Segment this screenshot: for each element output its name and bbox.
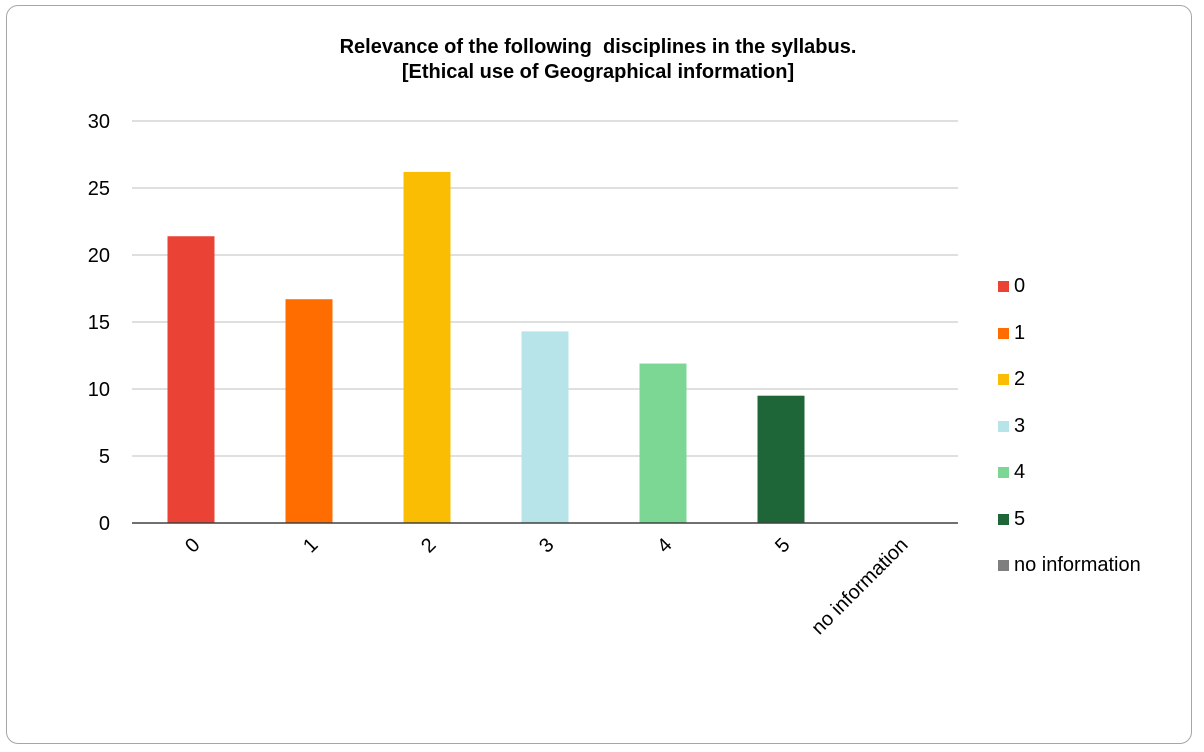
legend-swatch [998,281,1009,292]
bar-3 [521,331,569,523]
legend-item: 1 [998,322,1198,345]
y-tick-label: 10 [88,379,110,401]
y-tick-label: 25 [88,178,110,200]
bars [167,171,805,524]
legend-swatch [998,513,1009,525]
x-tick-label: 5 [771,534,794,557]
chart-title: Relevance of the following disciplines i… [120,35,1076,85]
legend-item: 5 [998,508,1198,531]
legend-item: 3 [998,415,1198,438]
legend-item: 2 [998,368,1198,391]
legend-label: 3 [1014,414,1026,437]
chart-title-line-2: [Ethical use of Geographical information… [401,61,795,83]
legend-item: no information [998,554,1198,577]
y-tick-label: 5 [99,446,110,468]
legend-item: 4 [998,461,1198,484]
legend-label: no information [1014,554,1141,576]
y-axis-tick-labels: 0 5 10 15 20 25 30 [88,111,110,535]
bar-2 [403,171,451,524]
legend-label: 4 [1014,461,1026,483]
legend-label: 5 [1014,507,1026,530]
bar-4 [639,363,687,523]
x-tick-label: 2 [417,534,440,557]
legend-swatch [998,560,1009,571]
legend-label: 1 [1014,321,1026,344]
x-tick-label: 1 [299,534,322,557]
chart-title-line-1: Relevance of the following disciplines i… [339,36,857,58]
bar-1 [285,299,333,523]
y-tick-label: 0 [99,513,110,535]
y-tick-label: 15 [88,312,110,334]
legend-label: 0 [1014,275,1026,297]
legend-swatch [998,374,1009,385]
y-tick-label: 30 [88,111,110,133]
legend: 0 1 2 3 4 5 no information [998,275,1198,601]
legend-swatch [998,467,1009,478]
legend-swatch [998,420,1009,432]
x-tick-label: 4 [653,534,676,557]
x-tick-label: 3 [535,534,558,557]
legend-label: 2 [1014,368,1026,390]
legend-swatch [998,327,1009,339]
bar-0 [167,236,215,524]
y-tick-label: 20 [88,245,110,267]
legend-item: 0 [998,275,1198,298]
bar-5 [757,395,805,523]
x-tick-label: 0 [181,534,204,557]
x-axis-tick-labels: 0 1 2 3 4 5 no information [181,534,912,639]
x-tick-label: no information [807,534,912,639]
